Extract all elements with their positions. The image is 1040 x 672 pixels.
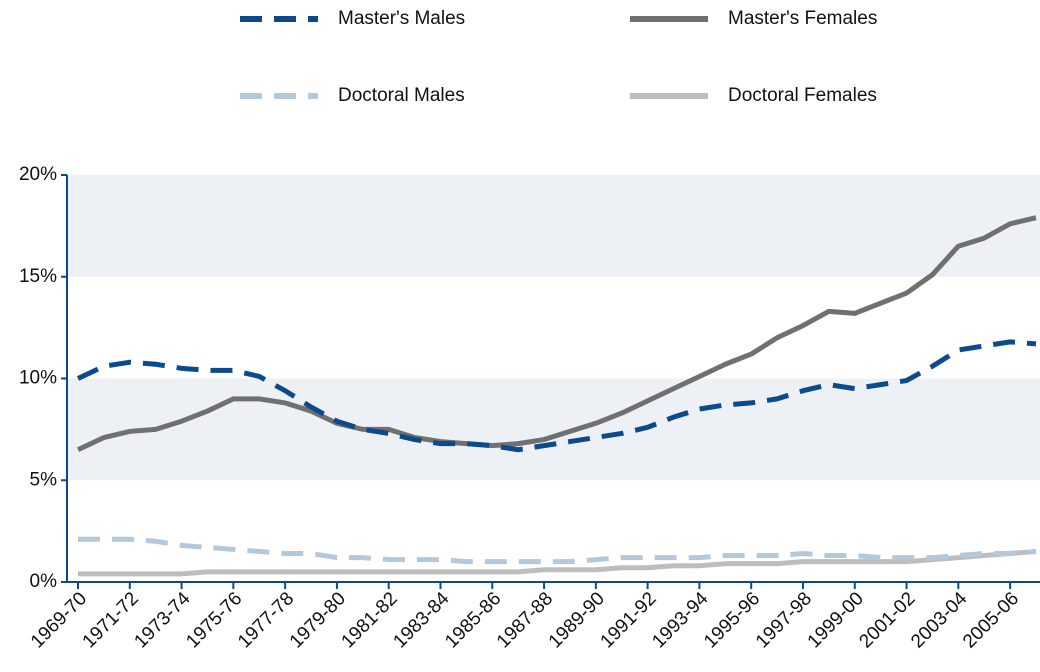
x-tick-label: 1987-88 [493, 588, 557, 652]
x-tick-label: 2001-02 [855, 588, 919, 652]
x-tick-label: 2003-04 [907, 588, 971, 652]
x-tick-label: 1983-84 [389, 588, 453, 652]
x-tick-label: 1973-74 [130, 588, 194, 652]
x-tick-label: 1999-00 [804, 588, 868, 652]
x-tick-label: 1991-92 [597, 588, 661, 652]
y-tick-label: 0% [30, 571, 58, 592]
y-tick-label: 10% [19, 368, 57, 389]
x-tick-label: 1985-86 [441, 588, 505, 652]
x-tick-label: 1977-78 [234, 588, 298, 652]
legend-label: Doctoral Males [338, 85, 465, 106]
x-tick-label: 1975-76 [182, 588, 246, 652]
legend-label: Master's Males [338, 8, 465, 29]
band [67, 175, 1040, 277]
legend-label: Master's Females [728, 8, 877, 29]
x-tick-label: 1993-94 [648, 588, 712, 652]
y-tick-label: 15% [19, 266, 57, 287]
x-tick-label: 2005-06 [959, 588, 1023, 652]
y-tick-label: 20% [19, 164, 57, 185]
x-tick-label: 1995-96 [700, 588, 764, 652]
x-tick-label: 1997-98 [752, 588, 816, 652]
x-tick-label: 1969-70 [27, 588, 91, 652]
series-line [76, 339, 1037, 453]
band [67, 378, 1040, 481]
series-line [76, 215, 1037, 452]
x-tick-label: 1979-80 [286, 588, 350, 652]
series-line [78, 536, 1037, 565]
x-tick-label: 1981-82 [338, 588, 402, 652]
legend-label: Doctoral Females [728, 85, 877, 106]
series-line [78, 548, 1037, 577]
x-tick-label: 1971-72 [79, 588, 143, 652]
y-tick-label: 5% [30, 469, 58, 490]
x-tick-label: 1989-90 [545, 588, 609, 652]
